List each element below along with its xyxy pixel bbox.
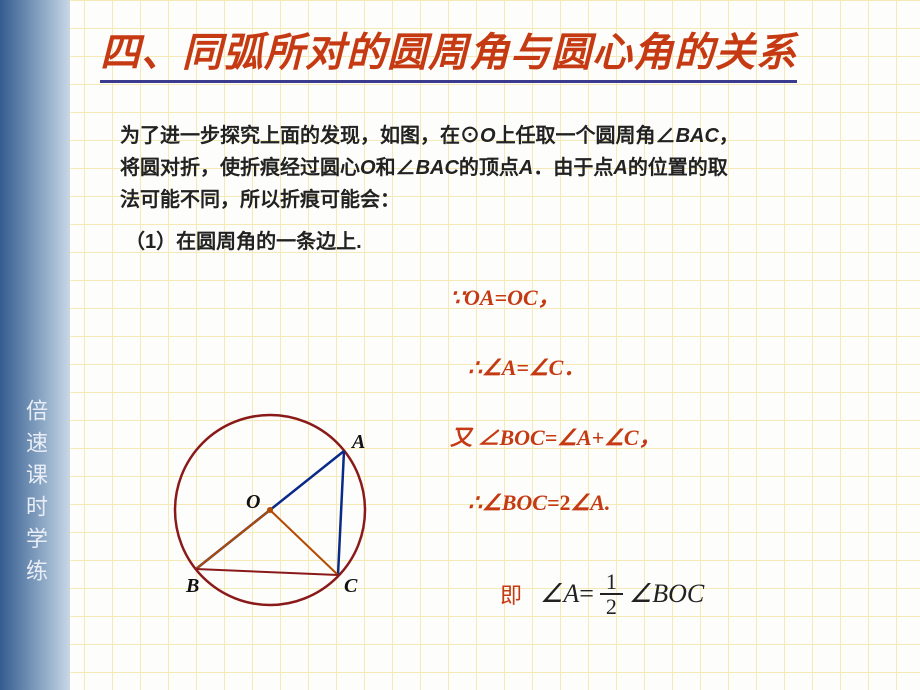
sidebar: 倍速课时学练 [0, 0, 70, 690]
proof-line-4: ∴∠BOC=2∠A. [468, 490, 880, 516]
proof-block: ∵OA=OC， ∴∠A=∠C． 又 ∠BOC=∠A+∠C， ∴∠BOC=2∠A. [450, 280, 880, 554]
fraction-numerator: 1 [600, 570, 623, 593]
proof-line-1: ∵OA=OC， [450, 280, 880, 312]
intro-text: 和∠ [376, 157, 416, 179]
proof-line-2: ∴∠A=∠C． [468, 350, 880, 382]
page-title: 四、同弧所对的圆周角与圆心角的关系 [100, 20, 797, 83]
line-AC [338, 451, 344, 575]
case-label: （1）在圆周角的一条边上. [125, 225, 362, 254]
intro-italic: O [480, 125, 496, 147]
formula-rhs: ∠BOC [629, 579, 704, 609]
intro-text: 上任取一个圆周角∠ [496, 125, 676, 147]
intro-text: 的顶点 [459, 157, 519, 179]
line-OB [196, 510, 270, 569]
fraction-denominator: 2 [600, 595, 623, 618]
intro-italic: O [360, 157, 376, 179]
proof-text: ∠A. [571, 490, 611, 515]
intro-italic: BAC [676, 125, 719, 147]
formula-math: ∠A = 1 2 ∠BOC [540, 570, 704, 618]
fraction-half: 1 2 [600, 570, 623, 618]
label-B: B [185, 575, 199, 597]
label-A: A [350, 431, 365, 453]
point-O-dot [267, 507, 273, 513]
sidebar-label: 倍速课时学练 [19, 399, 51, 591]
intro-text: ， [719, 125, 739, 147]
intro-paragraph: 为了进一步探究上面的发现，如图，在⊙O上任取一个圆周角∠BAC， 将圆对折，使折… [120, 120, 890, 216]
line-BC [196, 569, 338, 575]
proof-line-3: 又 ∠BOC=∠A+∠C， [450, 420, 880, 452]
formula-eq: = [579, 579, 594, 609]
intro-italic: A [613, 157, 627, 179]
label-O: O [246, 491, 260, 513]
conclusion-formula: 即 ∠A = 1 2 ∠BOC [500, 570, 704, 618]
intro-text: 的位置的取 [628, 157, 728, 179]
intro-italic: BAC [416, 157, 459, 179]
circle-diagram: A O B C [150, 380, 410, 620]
proof-two: 2 [560, 490, 571, 515]
intro-text: 为了进一步探究上面的发现，如图，在⊙ [120, 125, 480, 147]
intro-italic: A [519, 157, 533, 179]
ji-label: 即 [500, 578, 522, 610]
intro-text: 将圆对折，使折痕经过圆心 [120, 157, 360, 179]
proof-text: ∴∠BOC= [468, 490, 560, 515]
label-C: C [344, 575, 358, 597]
slide-content: 四、同弧所对的圆周角与圆心角的关系 为了进一步探究上面的发现，如图，在⊙O上任取… [70, 0, 920, 690]
intro-text: 法可能不同，所以折痕可能会： [120, 189, 400, 211]
line-OC [270, 510, 338, 575]
intro-text: ．由于点 [533, 157, 613, 179]
formula-lhs: ∠A [540, 579, 579, 609]
